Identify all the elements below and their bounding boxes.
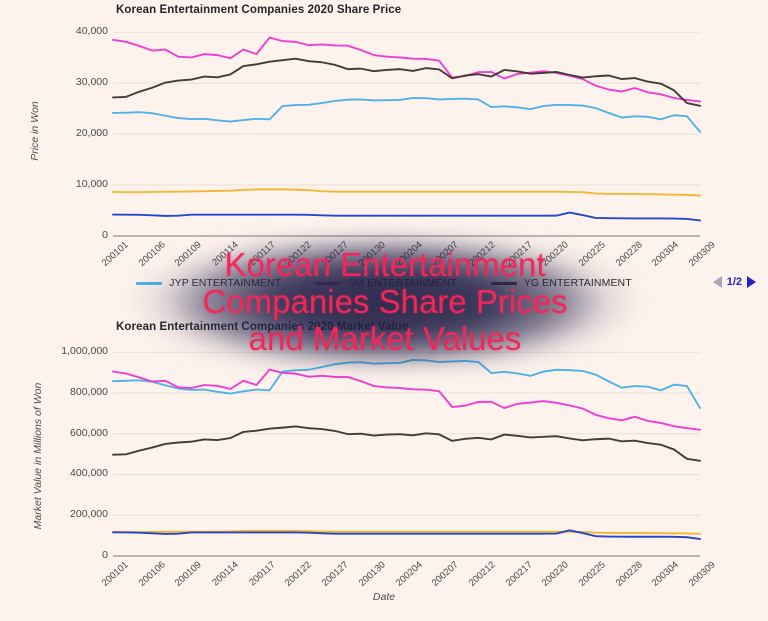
line-plot-share-price: [112, 31, 701, 237]
legend-item-yg[interactable]: YG ENTERTAINMENT: [490, 277, 632, 289]
y-axis-ticks-share-price: 0 10,000 20,000 30,000 40,000: [0, 0, 108, 310]
triangle-left-icon[interactable]: [712, 276, 722, 288]
y-tick-label: 40,000: [75, 25, 108, 38]
legend-swatch-yg: [490, 281, 517, 285]
legend-pager-share-price: 1/2: [712, 276, 756, 288]
y-tick-label: 10,000: [75, 178, 108, 191]
chart-title-share-price: Korean Entertainment Companies 2020 Shar…: [116, 4, 402, 16]
y-tick-label: 800,000: [70, 385, 108, 398]
legend-item-sm[interactable]: SM ENTERTAINMENT: [315, 277, 457, 289]
legend-label-sm: SM ENTERTAINMENT: [348, 277, 457, 289]
legend-share-price: JYP ENTERTAINMENT SM ENTERTAINMENT YG EN…: [0, 272, 768, 294]
legend-label-jyp: JYP ENTERTAINMENT: [169, 277, 282, 289]
triangle-right-icon[interactable]: [747, 276, 756, 288]
y-tick-label: 1,000,000: [61, 345, 108, 358]
y-axis-ticks-market-value: 0 200,000 400,000 600,000 800,000 1,000,000: [0, 310, 108, 621]
legend-swatch-sm: [315, 281, 342, 285]
x-axis-title-date: Date: [372, 591, 396, 603]
y-tick-label: 600,000: [70, 426, 108, 439]
y-tick-label: 30,000: [75, 76, 108, 89]
y-tick-label: 20,000: [75, 127, 108, 140]
legend-swatch-jyp: [136, 281, 163, 285]
legend-item-jyp[interactable]: JYP ENTERTAINMENT: [136, 277, 281, 289]
legend-page-indicator: 1/2: [726, 276, 742, 288]
y-tick-label: 0: [102, 229, 108, 241]
x-axis-ticks-market-value: 200101 200106 200109 200114 200117 200122 2001…: [0, 552, 768, 612]
y-tick-label: 400,000: [70, 467, 108, 480]
legend-label-yg: YG ENTERTAINMENT: [523, 277, 632, 289]
market-value-chart: Korean Entertainment Companies 2020 Mark…: [0, 310, 768, 621]
y-tick-label: 200,000: [70, 508, 108, 521]
share-price-chart: Korean Entertainment Companies 2020 Shar…: [0, 0, 768, 310]
y-tick-label: 0: [102, 549, 108, 561]
plot-area-share-price: [0, 0, 768, 310]
line-plot-market-value: [112, 351, 701, 557]
plot-area-market-value: [0, 310, 768, 621]
